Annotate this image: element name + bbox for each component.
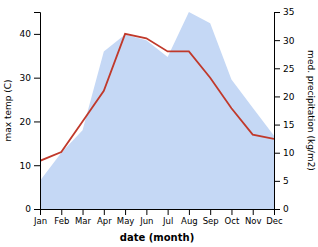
axis-line (275, 13, 281, 210)
tick-mark (274, 153, 280, 154)
marks (40, 12, 274, 209)
tick-mark (274, 12, 280, 13)
tick-label: Jul (162, 216, 173, 226)
tick-label: 30 (283, 36, 295, 46)
tick: 0 (274, 204, 289, 214)
tick-mark (274, 181, 280, 182)
tick-label: 10 (283, 148, 295, 158)
tick-mark (125, 209, 126, 215)
tick: 35 (274, 7, 294, 17)
y2-axis: 0 5 10 15 20 25 30 35 (274, 7, 295, 214)
tick-label: May (117, 216, 135, 226)
tick-label: 30 (20, 73, 32, 83)
tick: 40 (20, 29, 40, 39)
tick: Feb (54, 209, 69, 226)
tick-mark (274, 68, 280, 69)
tick: May (117, 209, 135, 226)
tick-label: 15 (283, 120, 294, 130)
tick-label: Feb (54, 216, 69, 226)
tick: Aug (181, 209, 198, 226)
tick-label: 20 (283, 92, 295, 102)
tick-label: Dec (266, 216, 283, 226)
tick: 10 (20, 161, 40, 171)
tick: Apr (97, 209, 112, 226)
axis-line (41, 210, 275, 216)
tick-mark (274, 40, 280, 41)
tick-mark (34, 209, 40, 210)
tick: 20 (274, 92, 295, 102)
tick: Nov (245, 209, 262, 226)
tick: 5 (274, 176, 289, 186)
tick-label: 35 (283, 7, 294, 17)
tick: Mar (75, 209, 92, 226)
tick-mark (83, 209, 84, 215)
tick: 10 (274, 148, 295, 158)
tick-mark (34, 34, 40, 35)
tick-mark (274, 96, 280, 97)
y-axis-title: max temp (C) (3, 79, 13, 141)
tick-mark (231, 209, 232, 215)
tick: Jul (162, 209, 173, 226)
tick-label: Mar (75, 216, 92, 226)
y2-axis-title: med. precipitation (kg/m2) (306, 50, 316, 171)
tick: 0 (25, 204, 40, 214)
tick-mark (34, 121, 40, 122)
tick-label: 20 (20, 117, 32, 127)
tick-mark (253, 209, 254, 215)
tick: 30 (20, 73, 40, 83)
tick-label: Sep (203, 216, 219, 226)
tick-mark (189, 209, 190, 215)
tick: Jun (139, 209, 153, 226)
tick-label: 25 (283, 64, 294, 74)
tick-label: Oct (225, 216, 240, 226)
x-axis: Jan Feb Mar Apr May Jun Jul Aug Sep Oct Nov Dec (33, 209, 283, 226)
tick: 30 (274, 36, 295, 46)
plot-root: JanFebMarAprMayJunJulAugSepOctNovDec0102… (20, 7, 295, 226)
tick: Jan (33, 209, 47, 226)
tick-mark (34, 165, 40, 166)
x-axis-title: date (month) (120, 232, 194, 243)
tick-label: Apr (97, 216, 112, 226)
precip-area (40, 12, 274, 209)
tick-label: Aug (181, 216, 198, 226)
tick: Dec (266, 209, 283, 226)
tick: Oct (225, 209, 240, 226)
temp-line (40, 34, 274, 161)
tick-label: 0 (25, 204, 31, 214)
tick-label: Jun (139, 216, 153, 226)
tick: Sep (203, 209, 219, 226)
tick: 25 (274, 64, 294, 74)
tick-label: 10 (20, 161, 32, 171)
tick-label: 40 (20, 29, 32, 39)
chart: JanFebMarAprMayJunJulAugSepOctNovDec0102… (0, 0, 318, 247)
tick: 20 (20, 117, 40, 127)
tick-mark (274, 125, 280, 126)
tick-mark (210, 209, 211, 215)
tick: 15 (274, 120, 294, 130)
tick-mark (104, 209, 105, 215)
tick-label: Nov (245, 216, 262, 226)
tick-mark (168, 209, 169, 215)
tick-label: 5 (283, 176, 289, 186)
axis-line (34, 13, 41, 210)
tick-label: Jan (33, 216, 47, 226)
y-axis: 0 10 20 30 40 (20, 13, 41, 215)
tick-mark (146, 209, 147, 215)
tick-mark (274, 209, 280, 210)
tick-mark (61, 209, 62, 215)
tick-mark (34, 78, 40, 79)
tick-label: 0 (283, 204, 289, 214)
